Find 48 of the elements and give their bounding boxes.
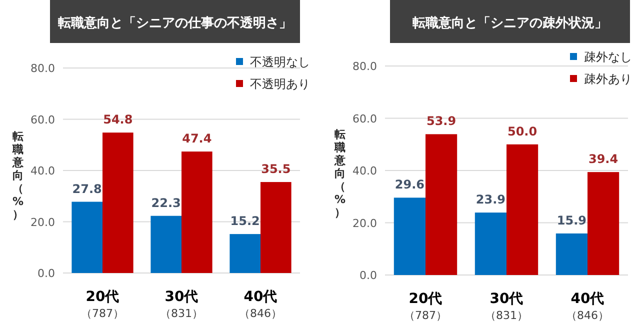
y-tick-label: 20.0	[30, 216, 55, 229]
bar	[230, 234, 260, 273]
bar	[588, 172, 620, 275]
x-tick-label: 20代（787）	[81, 289, 124, 320]
data-label: 54.8	[103, 112, 133, 127]
data-label: 35.5	[261, 162, 291, 176]
data-label: 29.6	[394, 178, 425, 192]
y-tick-label: 60.0	[352, 112, 377, 126]
legend-label: 疎外なし	[584, 50, 632, 64]
bar	[394, 198, 426, 275]
x-tick-label: 20代（787）	[404, 291, 447, 322]
y-tick-label: 80.0	[352, 60, 377, 73]
y-tick-label: 40.0	[352, 164, 377, 178]
y-tick-label: 40.0	[30, 164, 55, 178]
data-label: 23.9	[476, 192, 506, 207]
y-tick-label: 20.0	[352, 216, 377, 230]
y-tick-label: 60.0	[30, 113, 55, 126]
x-tick-label: 40代（846）	[566, 291, 609, 322]
legend-label: 疎外あり	[584, 72, 632, 86]
bar	[556, 233, 588, 275]
y-tick-label: 0.0	[360, 269, 377, 282]
chart-title: 転職意向と「シニアの疎外状況」	[412, 15, 608, 31]
bar	[426, 134, 458, 275]
legend-label: 不透明なし	[250, 55, 310, 69]
chart-title: 転職意向と「シニアの仕事の不透明さ」	[57, 15, 292, 31]
bar	[102, 132, 134, 273]
data-label: 15.9	[556, 213, 587, 228]
bar	[260, 182, 292, 273]
y-axis-title: 転職意向（%）	[12, 130, 24, 221]
bar	[506, 144, 538, 275]
x-tick-label: 30代（831）	[160, 289, 203, 320]
y-tick-label: 0.0	[38, 267, 55, 280]
data-label: 27.8	[72, 182, 102, 196]
data-label: 47.4	[182, 132, 212, 146]
data-label: 53.9	[426, 114, 456, 128]
data-label: 15.2	[230, 214, 260, 228]
legend-label: 不透明あり	[250, 77, 310, 91]
bar	[182, 152, 212, 273]
bar	[72, 202, 102, 273]
y-axis-title: 転職意向（%）	[334, 128, 346, 219]
y-tick-label: 80.0	[30, 62, 55, 75]
x-tick-label: 40代（846）	[239, 289, 282, 320]
data-label: 39.4	[588, 152, 618, 166]
x-tick-label: 30代（831）	[485, 291, 528, 322]
bar	[150, 216, 182, 273]
data-label: 50.0	[507, 124, 538, 138]
bar	[474, 212, 506, 275]
data-label: 22.3	[151, 196, 181, 210]
